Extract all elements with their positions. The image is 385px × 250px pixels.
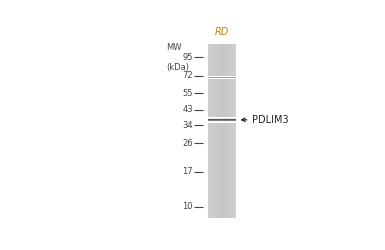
Bar — [208, 211, 236, 213]
Bar — [208, 49, 236, 51]
Bar — [208, 53, 236, 55]
Bar — [208, 122, 236, 124]
Text: 95: 95 — [182, 53, 193, 62]
Bar — [208, 179, 236, 181]
Bar — [208, 90, 236, 92]
Bar — [208, 81, 236, 84]
Bar — [208, 205, 236, 207]
Bar — [208, 127, 236, 129]
Bar — [208, 101, 236, 103]
Bar — [208, 77, 236, 79]
Bar — [208, 181, 236, 183]
Bar — [208, 84, 236, 86]
Bar — [208, 216, 236, 218]
Bar — [208, 92, 236, 94]
Bar — [208, 72, 236, 75]
Text: 34: 34 — [182, 121, 193, 130]
Bar — [208, 153, 236, 155]
Text: 55: 55 — [182, 89, 193, 98]
Text: 17: 17 — [182, 167, 193, 176]
Bar — [208, 118, 236, 120]
Bar — [208, 114, 236, 116]
Bar — [208, 176, 236, 179]
Bar — [208, 196, 236, 198]
Bar — [208, 209, 236, 211]
Bar — [208, 187, 236, 190]
Bar — [208, 116, 236, 118]
Bar — [208, 44, 236, 46]
Bar — [208, 66, 236, 68]
Text: MW: MW — [166, 43, 181, 52]
Bar — [208, 144, 236, 146]
Bar — [208, 202, 236, 205]
Bar — [208, 162, 236, 164]
Bar — [208, 170, 236, 172]
Bar — [208, 190, 236, 192]
Bar — [208, 133, 236, 136]
Bar — [208, 159, 236, 162]
Bar — [208, 124, 236, 127]
Bar — [208, 70, 236, 72]
Bar — [208, 172, 236, 174]
Bar — [208, 120, 236, 122]
Text: 26: 26 — [182, 139, 193, 148]
Bar — [208, 198, 236, 200]
Bar — [208, 183, 236, 185]
Bar — [208, 62, 236, 64]
Bar — [208, 79, 236, 81]
Bar — [208, 112, 236, 114]
Bar — [208, 105, 236, 107]
Bar — [208, 140, 236, 142]
Bar — [208, 96, 236, 98]
Bar — [208, 200, 236, 202]
Bar — [208, 75, 236, 77]
Text: (kDa): (kDa) — [166, 63, 189, 72]
Bar — [208, 174, 236, 176]
Bar — [208, 168, 236, 170]
Bar — [208, 146, 236, 148]
Bar — [208, 58, 236, 59]
Bar — [208, 110, 236, 112]
Bar — [208, 207, 236, 209]
Bar — [208, 46, 236, 49]
Bar — [208, 142, 236, 144]
Bar — [208, 98, 236, 101]
Bar — [208, 51, 236, 53]
Bar — [208, 107, 236, 110]
Bar — [208, 194, 236, 196]
Text: 72: 72 — [182, 71, 193, 80]
Bar — [208, 136, 236, 138]
Text: 10: 10 — [182, 202, 193, 211]
Bar — [208, 213, 236, 216]
Bar — [208, 94, 236, 96]
Bar — [208, 155, 236, 157]
Text: 43: 43 — [182, 105, 193, 114]
Bar — [208, 44, 236, 218]
Bar — [208, 150, 236, 153]
Bar — [208, 164, 236, 166]
Text: RD: RD — [215, 27, 229, 37]
Bar — [208, 64, 236, 66]
Bar — [208, 55, 236, 58]
Bar — [208, 60, 236, 62]
Text: PDLIM3: PDLIM3 — [252, 115, 288, 125]
Bar — [208, 86, 236, 88]
Bar — [208, 192, 236, 194]
Bar — [208, 88, 236, 90]
Bar — [208, 185, 236, 187]
Bar — [208, 129, 236, 131]
Bar — [208, 68, 236, 70]
Bar — [208, 138, 236, 140]
Bar — [208, 103, 236, 105]
Bar — [208, 148, 236, 150]
Bar — [208, 166, 236, 168]
Bar — [208, 131, 236, 133]
Bar — [208, 157, 236, 159]
